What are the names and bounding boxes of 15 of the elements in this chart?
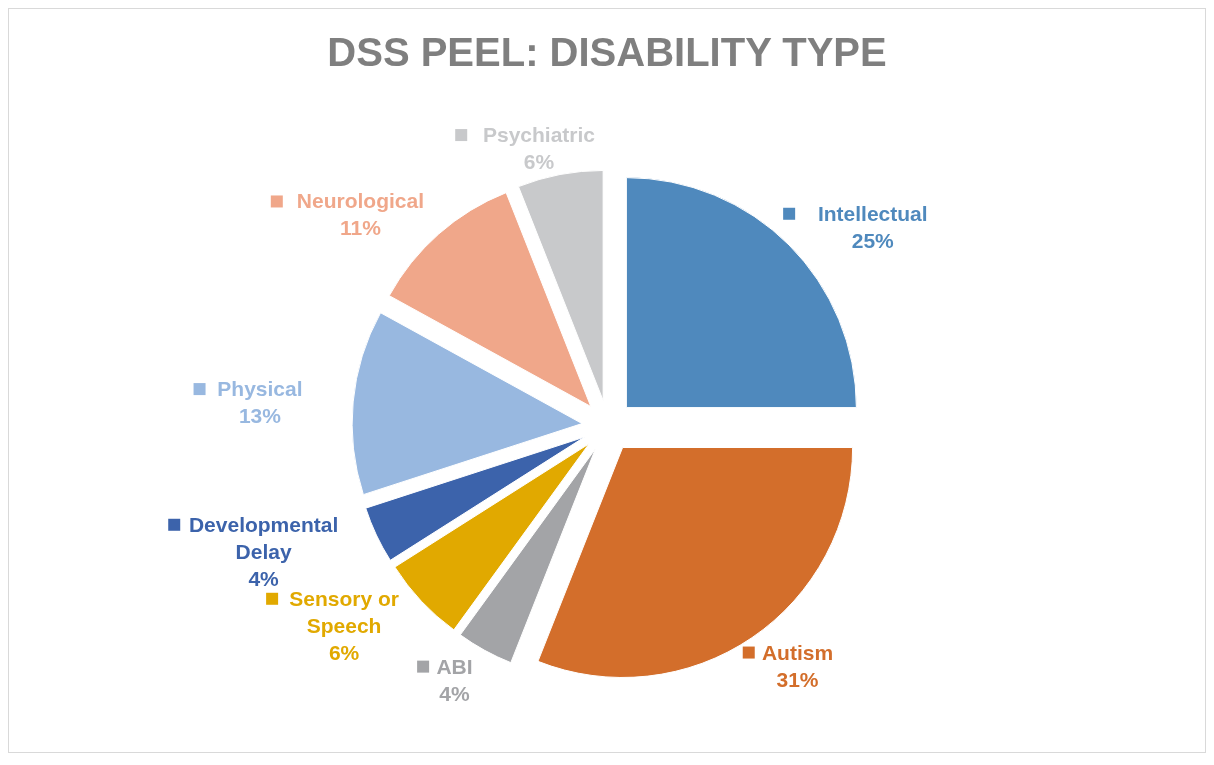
data-label: 4% xyxy=(439,681,471,705)
data-label: 13% xyxy=(238,404,282,428)
legend-label: ABI xyxy=(436,654,473,678)
legend-label: Neurological xyxy=(296,189,425,213)
data-label: 11% xyxy=(339,216,382,240)
legend-label: Intellectual xyxy=(817,201,928,225)
data-label: 6% xyxy=(328,640,360,664)
legend-label: Autism xyxy=(761,640,834,664)
legend-label: Physical xyxy=(217,377,303,401)
legend-label: Sensory or Speech xyxy=(289,586,399,637)
data-label: 4% xyxy=(248,566,280,590)
data-label: 25% xyxy=(851,228,895,252)
chart-title: DSS PEEL: DISABILITY TYPE xyxy=(327,30,887,74)
legend-label: Developmental Delay xyxy=(188,512,339,563)
data-label: 31% xyxy=(776,667,819,691)
